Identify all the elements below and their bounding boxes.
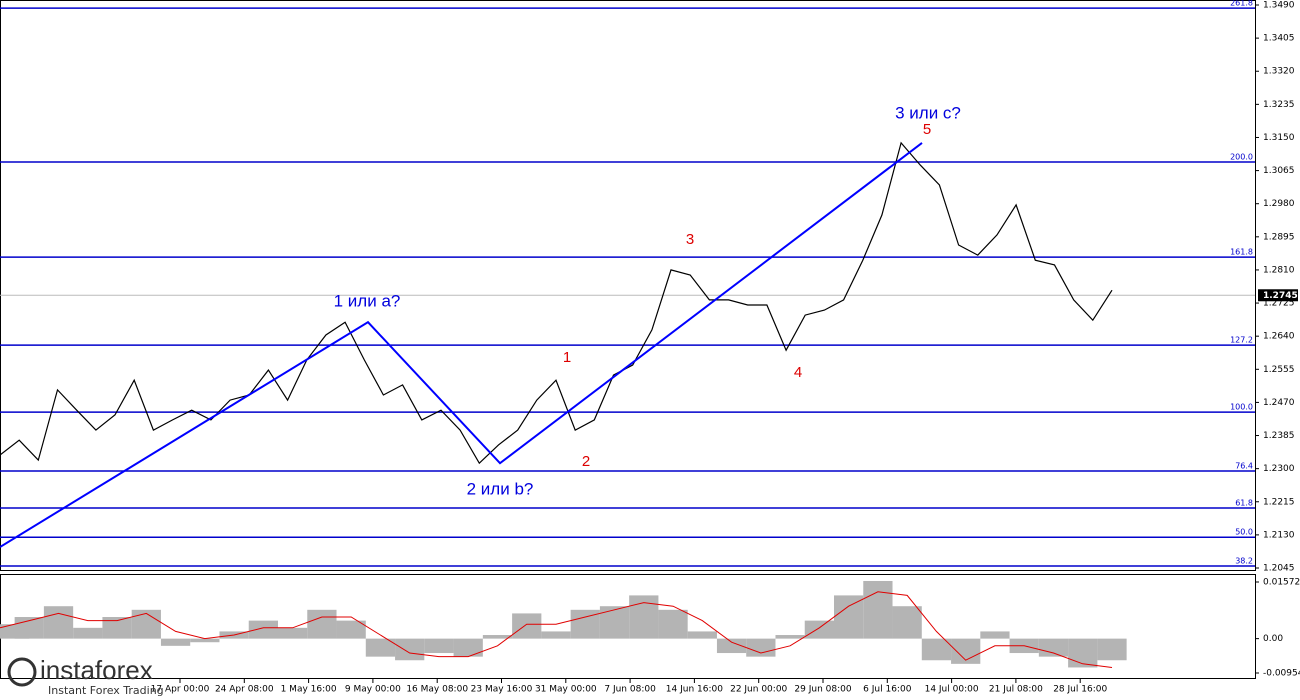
main-frame [0, 0, 1256, 571]
fib-label: 161.8 [1230, 248, 1253, 257]
y-tick-label: 1.2130 [1263, 530, 1295, 540]
macd-bar [834, 595, 864, 639]
logo-tagline: Instant Forex Trading [48, 684, 164, 697]
y-tick-label: 1.3490 [1263, 1, 1295, 11]
y-tick-label: 1.3150 [1263, 133, 1295, 143]
macd-bar [599, 606, 630, 639]
macd-bar [336, 620, 366, 639]
macd-bar [424, 638, 454, 654]
x-tick-label: 24 Apr 08:00 [215, 685, 274, 695]
macd-bar [716, 638, 747, 654]
macd-bar [248, 620, 278, 639]
macd-bar [190, 638, 220, 643]
macd-bar [541, 631, 571, 639]
logo-icon [7, 657, 37, 687]
fib-label: 38.2 [1235, 557, 1253, 566]
macd-bar [395, 638, 425, 661]
macd-bar [629, 595, 659, 639]
y-tick-label: 1.2640 [1263, 332, 1295, 342]
y-tick-label: 1.2045 [1263, 564, 1295, 574]
fib-label: 127.2 [1230, 336, 1253, 345]
y-tick-label: 0.00 [1263, 634, 1283, 644]
macd-bar [980, 631, 1010, 639]
x-tick-label: 23 May 16:00 [471, 685, 533, 695]
x-tick-label: 22 Jun 00:00 [730, 685, 787, 695]
x-tick-label: 14 Jul 00:00 [925, 685, 979, 695]
x-tick-label: 7 Jun 08:00 [604, 685, 656, 695]
x-tick-label: 6 Jul 16:00 [863, 685, 912, 695]
y-tick-label: 1.2555 [1263, 365, 1295, 375]
fib-label: 261.8 [1230, 0, 1253, 8]
macd-bar [1068, 638, 1098, 668]
y-tick-label: 1.2470 [1263, 398, 1295, 408]
x-tick-label: 9 May 00:00 [345, 685, 401, 695]
macd-bar [1038, 638, 1069, 657]
macd-bar [307, 609, 337, 639]
y-tick-label: 0.01572 [1263, 578, 1300, 588]
logo-brand: instaforex [40, 655, 153, 685]
x-tick-label: 14 Jun 16:00 [666, 685, 723, 695]
wave-label: 5 [923, 121, 931, 138]
x-tick-label: 28 Jul 16:00 [1053, 685, 1107, 695]
macd-bar [131, 609, 161, 639]
wave-label: 4 [794, 364, 802, 381]
y-tick-label: 1.2725 [1263, 299, 1295, 309]
wave-line [0, 142, 923, 548]
macd-bar [863, 580, 893, 639]
wave-label: 3 или c? [895, 103, 961, 122]
wave-label: 1 или a? [334, 291, 401, 310]
y-tick-label: 1.2980 [1263, 199, 1295, 209]
y-tick-label: 1.3320 [1263, 67, 1295, 77]
macd-bar [1097, 638, 1127, 661]
x-tick-label: 31 May 00:00 [535, 685, 597, 695]
signal-line [0, 591, 1113, 668]
macd-bar [921, 638, 952, 661]
macd-bar [160, 638, 191, 646]
macd-bar [43, 606, 74, 639]
macd-bar [512, 613, 542, 639]
price-line [0, 141, 1113, 465]
x-tick-label: 29 Jun 08:00 [794, 685, 851, 695]
y-tick-label: 1.2215 [1263, 497, 1295, 507]
wave-label: 2 или b? [467, 479, 534, 498]
x-tick-label: 17 Apr 00:00 [151, 685, 210, 695]
y-tick-label: 1.3065 [1263, 166, 1295, 176]
y-tick-label: 1.2385 [1263, 431, 1295, 441]
wave-label: 1 [563, 349, 571, 366]
y-tick-label: 1.2810 [1263, 265, 1295, 275]
y-tick-label: -0.00954 [1263, 669, 1300, 679]
macd-bar [365, 638, 396, 657]
macd-bar [687, 631, 717, 639]
macd-bar [482, 635, 513, 639]
macd-bar [746, 638, 776, 657]
current-price-box [1258, 289, 1298, 302]
y-tick-label: 1.3235 [1263, 100, 1295, 110]
x-tick-label: 16 May 08:00 [406, 685, 468, 695]
current-price-label: 1.2745 [1263, 291, 1298, 301]
wave-label: 3 [686, 231, 694, 248]
y-tick-label: 1.2895 [1263, 232, 1295, 242]
x-tick-label: 21 Jul 08:00 [989, 685, 1043, 695]
y-tick-label: 1.3405 [1263, 34, 1295, 44]
macd-bar [278, 627, 308, 639]
macd-bar [73, 627, 103, 639]
fib-label: 200.0 [1230, 153, 1253, 162]
fib-label: 50.0 [1235, 528, 1253, 537]
macd-bar [804, 620, 834, 639]
y-tick-label: 1.2300 [1263, 464, 1295, 474]
logo: instaforex Instant Forex Trading [7, 655, 164, 697]
fib-label: 61.8 [1235, 498, 1253, 507]
macd-bar [892, 606, 922, 639]
macd-bar [102, 617, 132, 639]
wave-label: 2 [582, 453, 590, 470]
macd-bar [453, 638, 483, 657]
fib-label: 76.4 [1235, 461, 1253, 470]
x-tick-label: 1 May 16:00 [281, 685, 337, 695]
fib-label: 100.0 [1230, 403, 1253, 412]
macd-bar [658, 609, 688, 639]
macd-bar [775, 635, 805, 639]
